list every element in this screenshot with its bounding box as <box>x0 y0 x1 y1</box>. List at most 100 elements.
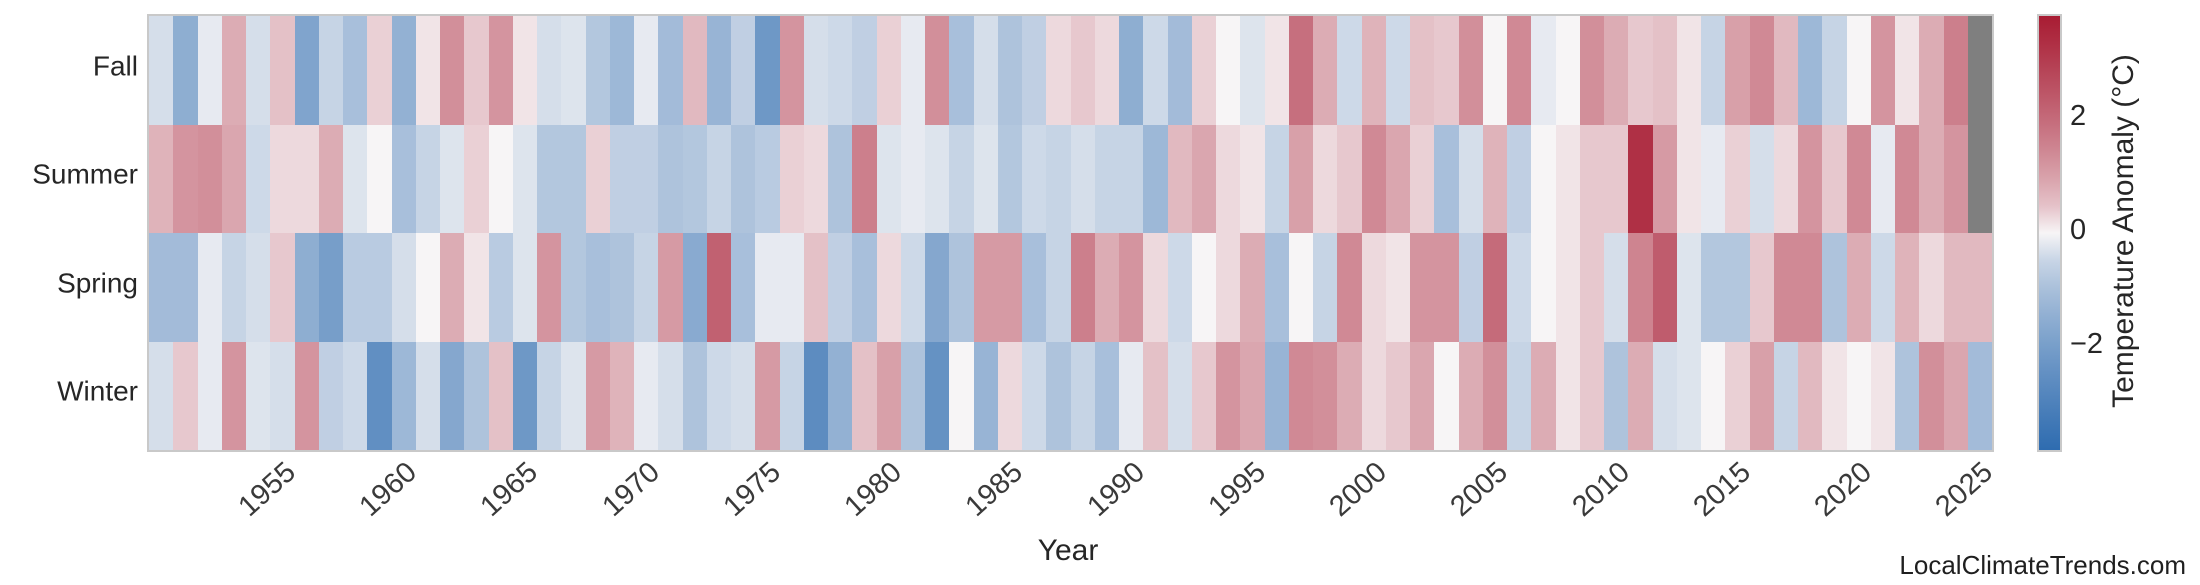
heatmap-cell <box>1531 124 1556 233</box>
heatmap-cell <box>1482 16 1507 125</box>
row-label-winter: Winter <box>57 375 138 407</box>
x-tick-label: 1960 <box>353 456 424 523</box>
heatmap-cell <box>1652 233 1677 342</box>
row-label-fall: Fall <box>92 50 138 82</box>
heatmap-cell <box>1919 16 1944 125</box>
heatmap-cell <box>1313 16 1338 125</box>
heatmap-cell <box>634 341 659 450</box>
heatmap-cell <box>318 124 343 233</box>
heatmap-cell <box>1094 124 1119 233</box>
heatmap-cell <box>731 16 756 125</box>
heatmap-cell <box>488 16 513 125</box>
heatmap-cell <box>173 341 198 450</box>
heatmap-cell <box>440 233 465 342</box>
colorbar-title: Temperature Anomaly (°C) <box>2107 54 2140 408</box>
heatmap-cell <box>1725 16 1750 125</box>
heatmap-cell <box>1022 124 1047 233</box>
heatmap-cell <box>1385 233 1410 342</box>
heatmap-cell <box>1943 341 1968 450</box>
heatmap-cell <box>1410 16 1435 125</box>
heatmap-cell <box>1798 124 1823 233</box>
heatmap-cell <box>634 124 659 233</box>
heatmap-cell <box>1458 341 1483 450</box>
heatmap-cell <box>1604 341 1629 450</box>
heatmap-cell <box>876 16 901 125</box>
heatmap-cell <box>1288 16 1313 125</box>
heatmap-cell <box>1895 16 1920 125</box>
heatmap-cell <box>1555 341 1580 450</box>
heatmap-cell <box>246 16 271 125</box>
heatmap-row-fall <box>149 16 1992 125</box>
heatmap-cell <box>294 16 319 125</box>
heatmap-cell <box>1870 124 1895 233</box>
heatmap-cell <box>1458 233 1483 342</box>
heatmap-cell <box>318 233 343 342</box>
heatmap-cell <box>1895 233 1920 342</box>
heatmap-cell <box>1361 233 1386 342</box>
heatmap-cell <box>318 341 343 450</box>
heatmap-cell <box>682 233 707 342</box>
heatmap-cell <box>1094 16 1119 125</box>
heatmap-cell <box>803 341 828 450</box>
heatmap-cell <box>1676 233 1701 342</box>
heatmap-cell <box>1822 124 1847 233</box>
heatmap-cell <box>609 124 634 233</box>
heatmap-cell <box>1846 124 1871 233</box>
heatmap-cell <box>1434 124 1459 233</box>
heatmap-cell <box>1191 341 1216 450</box>
heatmap-cell <box>1895 124 1920 233</box>
heatmap-cell <box>1094 341 1119 450</box>
heatmap-cell <box>828 16 853 125</box>
heatmap-cell <box>828 124 853 233</box>
heatmap-cell <box>973 341 998 450</box>
heatmap-cell <box>1579 16 1604 125</box>
heatmap-cell <box>149 124 174 233</box>
heatmap-cell <box>609 16 634 125</box>
heatmap-cell <box>391 341 416 450</box>
heatmap-cell <box>949 233 974 342</box>
heatmap-cell <box>1798 16 1823 125</box>
heatmap-cell <box>1385 341 1410 450</box>
heatmap-cell <box>852 233 877 342</box>
heatmap-cell <box>561 233 586 342</box>
heatmap-cell <box>997 124 1022 233</box>
heatmap-cell <box>197 124 222 233</box>
heatmap-cell <box>731 124 756 233</box>
heatmap-cell <box>1919 341 1944 450</box>
heatmap-cell <box>415 341 440 450</box>
heatmap-cell <box>1798 341 1823 450</box>
heatmap-cell <box>1749 16 1774 125</box>
heatmap-cell <box>1846 341 1871 450</box>
heatmap-cell <box>149 16 174 125</box>
heatmap-cell <box>1579 233 1604 342</box>
heatmap-cell <box>1507 233 1532 342</box>
heatmap-row-winter <box>149 341 1992 450</box>
heatmap-cell <box>1943 124 1968 233</box>
heatmap-cell <box>925 233 950 342</box>
heatmap-cell <box>1555 124 1580 233</box>
heatmap-cell <box>246 233 271 342</box>
heatmap-cell <box>876 124 901 233</box>
watermark: LocalClimateTrends.com <box>1899 550 2186 580</box>
heatmap-cell <box>415 124 440 233</box>
x-tick-label: 2005 <box>1444 456 1515 523</box>
heatmap-cell <box>270 233 295 342</box>
heatmap-cell <box>1022 233 1047 342</box>
heatmap-cell <box>464 233 489 342</box>
heatmap-cell <box>1604 233 1629 342</box>
heatmap-cell <box>900 124 925 233</box>
heatmap-cell <box>925 124 950 233</box>
heatmap-cell <box>1919 233 1944 342</box>
colorbar-tick-label: 0 <box>2070 213 2087 246</box>
heatmap-cell <box>682 124 707 233</box>
heatmap-cell <box>1264 233 1289 342</box>
heatmap-cell <box>1070 124 1095 233</box>
heatmap-cell <box>512 233 537 342</box>
row-label-spring: Spring <box>57 267 138 299</box>
heatmap-cell <box>1191 124 1216 233</box>
heatmap-cell <box>1385 124 1410 233</box>
x-tick-label: 1965 <box>474 456 545 523</box>
heatmap-cell <box>221 341 246 450</box>
heatmap-cell <box>1676 341 1701 450</box>
heatmap-cell <box>221 233 246 342</box>
